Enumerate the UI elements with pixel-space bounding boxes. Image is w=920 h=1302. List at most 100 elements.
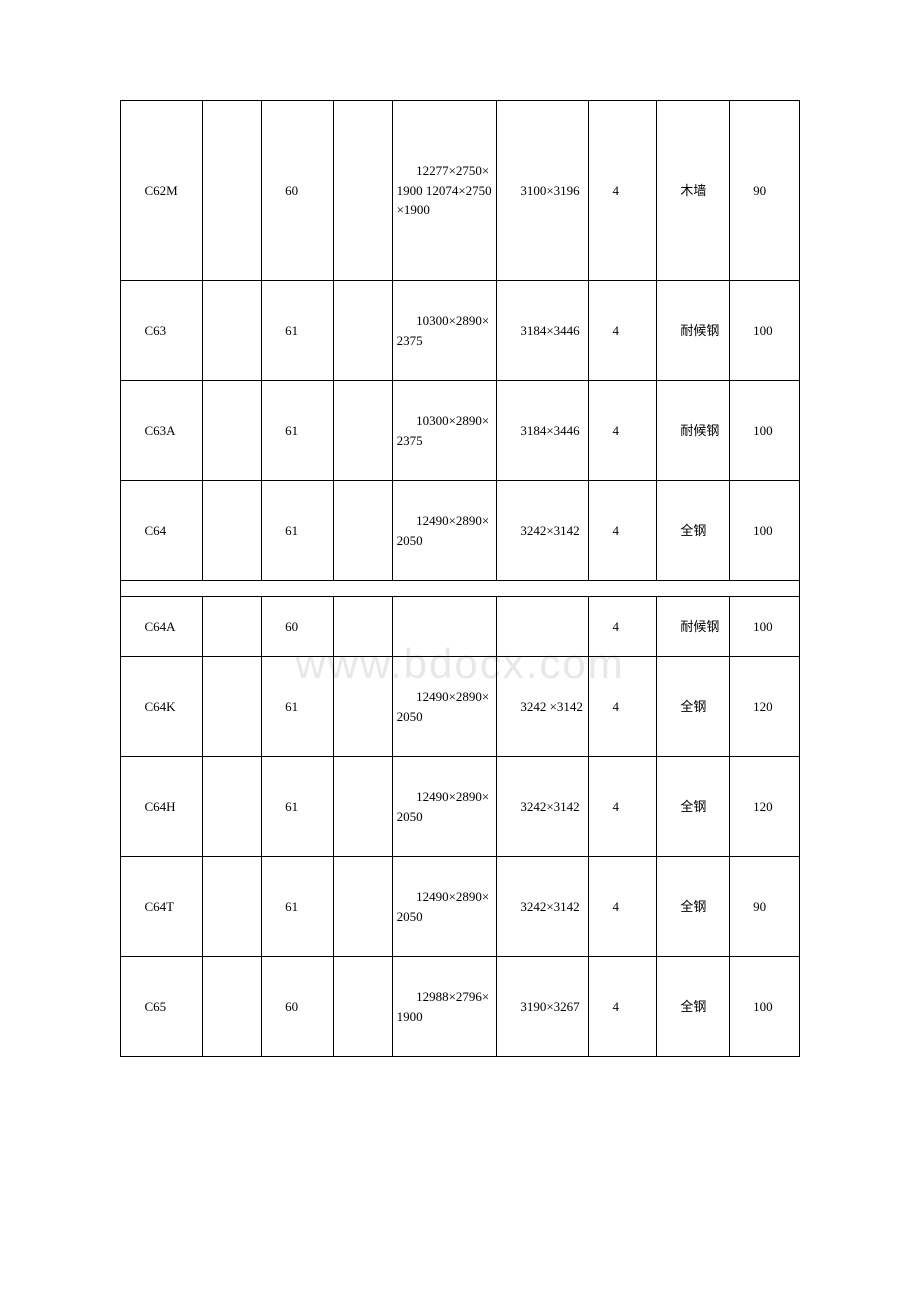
spacer-cell bbox=[334, 581, 392, 597]
cell-c7: 4 bbox=[588, 657, 656, 757]
cell-c2 bbox=[203, 657, 261, 757]
spacer-cell bbox=[203, 581, 261, 597]
cell-c1: C64 bbox=[121, 481, 203, 581]
cell-c4 bbox=[334, 281, 392, 381]
cell-c5 bbox=[392, 597, 496, 657]
cell-c2 bbox=[203, 957, 261, 1057]
cell-c1: C64T bbox=[121, 857, 203, 957]
cell-c4 bbox=[334, 101, 392, 281]
cell-c1: C64A bbox=[121, 597, 203, 657]
cell-c1: C62M bbox=[121, 101, 203, 281]
cell-c7: 4 bbox=[588, 101, 656, 281]
table-row: C64A 60 4耐候钢100 bbox=[121, 597, 800, 657]
cell-c1: C64H bbox=[121, 757, 203, 857]
cell-c8: 木墙 bbox=[656, 101, 729, 281]
cell-c4 bbox=[334, 957, 392, 1057]
cell-c5: 12988×2796×1900 bbox=[392, 957, 496, 1057]
cell-c3: 60 bbox=[261, 957, 334, 1057]
table-row: C63A 61 10300×2890×23753184×34464耐候钢100 bbox=[121, 381, 800, 481]
spacer-cell bbox=[392, 581, 496, 597]
data-table: C62M 60 12277×2750×1900 12074×2750×1900310… bbox=[120, 100, 800, 1057]
cell-c5: 10300×2890×2375 bbox=[392, 281, 496, 381]
table-row: C64H 61 12490×2890×20503242×31424全钢120 bbox=[121, 757, 800, 857]
cell-c3: 61 bbox=[261, 481, 334, 581]
table-row: C64 61 12490×2890×20503242×31424全钢100 bbox=[121, 481, 800, 581]
cell-c8: 耐候钢 bbox=[656, 281, 729, 381]
cell-c4 bbox=[334, 381, 392, 481]
cell-c4 bbox=[334, 597, 392, 657]
cell-c6: 3242 ×3142 bbox=[496, 657, 588, 757]
cell-c6: 3242×3142 bbox=[496, 481, 588, 581]
cell-c3: 61 bbox=[261, 281, 334, 381]
data-table-container: C62M 60 12277×2750×1900 12074×2750×1900310… bbox=[120, 100, 800, 1057]
cell-c7: 4 bbox=[588, 597, 656, 657]
cell-c2 bbox=[203, 281, 261, 381]
spacer-cell bbox=[588, 581, 656, 597]
cell-c3: 61 bbox=[261, 657, 334, 757]
cell-c7: 4 bbox=[588, 857, 656, 957]
cell-c9: 100 bbox=[729, 481, 799, 581]
cell-c8: 全钢 bbox=[656, 757, 729, 857]
table-row: C63 61 10300×2890×23753184×34464耐候钢100 bbox=[121, 281, 800, 381]
cell-c1: C63 bbox=[121, 281, 203, 381]
cell-c9: 120 bbox=[729, 657, 799, 757]
cell-c9: 100 bbox=[729, 281, 799, 381]
cell-c7: 4 bbox=[588, 281, 656, 381]
spacer-cell bbox=[261, 581, 334, 597]
cell-c8: 全钢 bbox=[656, 957, 729, 1057]
cell-c7: 4 bbox=[588, 381, 656, 481]
table-row: C64K 61 12490×2890×20503242 ×31424全钢120 bbox=[121, 657, 800, 757]
cell-c8: 全钢 bbox=[656, 481, 729, 581]
cell-c6: 3184×3446 bbox=[496, 281, 588, 381]
cell-c2 bbox=[203, 101, 261, 281]
cell-c3: 61 bbox=[261, 857, 334, 957]
spacer-cell bbox=[729, 581, 799, 597]
cell-c1: C65 bbox=[121, 957, 203, 1057]
cell-c8: 全钢 bbox=[656, 657, 729, 757]
cell-c3: 60 bbox=[261, 597, 334, 657]
cell-c2 bbox=[203, 597, 261, 657]
cell-c2 bbox=[203, 857, 261, 957]
table-row: C62M6012277×2750×1900 12074×2750×1900310… bbox=[121, 101, 800, 281]
spacer-cell bbox=[656, 581, 729, 597]
cell-c5: 12277×2750×1900 12074×2750×1900 bbox=[392, 101, 496, 281]
cell-c9: 100 bbox=[729, 381, 799, 481]
cell-c7: 4 bbox=[588, 481, 656, 581]
table-row: C65 60 12988×2796×19003190×32674全钢100 bbox=[121, 957, 800, 1057]
table-row: C64T 61 12490×2890×20503242×31424全钢90 bbox=[121, 857, 800, 957]
cell-c5: 10300×2890×2375 bbox=[392, 381, 496, 481]
cell-c1: C64K bbox=[121, 657, 203, 757]
cell-c7: 4 bbox=[588, 757, 656, 857]
cell-c8: 全钢 bbox=[656, 857, 729, 957]
cell-c9: 90 bbox=[729, 857, 799, 957]
cell-c7: 4 bbox=[588, 957, 656, 1057]
cell-c9: 100 bbox=[729, 957, 799, 1057]
cell-c8: 耐候钢 bbox=[656, 381, 729, 481]
cell-c6: 3242×3142 bbox=[496, 757, 588, 857]
cell-c6 bbox=[496, 597, 588, 657]
cell-c8: 耐候钢 bbox=[656, 597, 729, 657]
cell-c3: 61 bbox=[261, 757, 334, 857]
cell-c6: 3242×3142 bbox=[496, 857, 588, 957]
cell-c1: C63A bbox=[121, 381, 203, 481]
table-row bbox=[121, 581, 800, 597]
cell-c4 bbox=[334, 757, 392, 857]
cell-c5: 12490×2890×2050 bbox=[392, 481, 496, 581]
cell-c6: 3184×3446 bbox=[496, 381, 588, 481]
cell-c2 bbox=[203, 481, 261, 581]
cell-c3: 61 bbox=[261, 381, 334, 481]
cell-c4 bbox=[334, 857, 392, 957]
cell-c9: 100 bbox=[729, 597, 799, 657]
cell-c2 bbox=[203, 381, 261, 481]
cell-c9: 90 bbox=[729, 101, 799, 281]
spacer-cell bbox=[121, 581, 203, 597]
cell-c9: 120 bbox=[729, 757, 799, 857]
cell-c4 bbox=[334, 657, 392, 757]
cell-c5: 12490×2890×2050 bbox=[392, 857, 496, 957]
cell-c5: 12490×2890×2050 bbox=[392, 657, 496, 757]
cell-c5: 12490×2890×2050 bbox=[392, 757, 496, 857]
cell-c6: 3100×3196 bbox=[496, 101, 588, 281]
spacer-cell bbox=[496, 581, 588, 597]
cell-c6: 3190×3267 bbox=[496, 957, 588, 1057]
cell-c4 bbox=[334, 481, 392, 581]
